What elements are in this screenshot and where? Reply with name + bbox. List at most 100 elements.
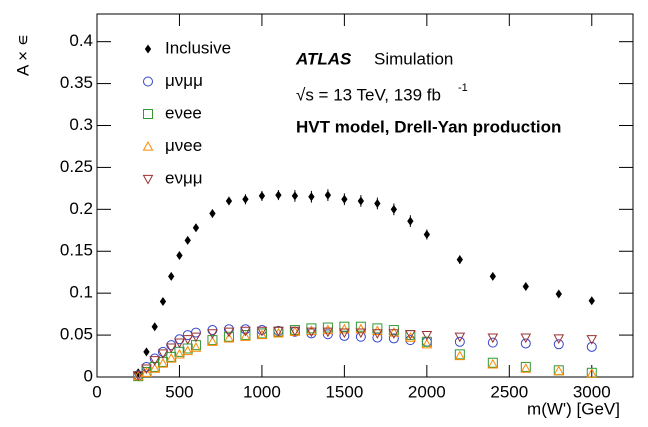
marker: [256, 329, 268, 340]
marker: [454, 350, 466, 361]
marker: [405, 330, 416, 340]
marker: [357, 196, 365, 206]
marker: [421, 338, 433, 349]
marker: [388, 333, 399, 344]
marker: [372, 325, 383, 335]
marker: [454, 332, 466, 343]
legend-marker: [142, 140, 154, 151]
y-axis-label: A × ∊: [13, 34, 32, 76]
model-label: HVT model, Drell-Yan production: [296, 117, 561, 136]
marker: [339, 321, 350, 332]
legend-label: Inclusive: [165, 38, 231, 57]
marker: [520, 333, 532, 344]
marker: [390, 204, 398, 214]
marker: [421, 330, 433, 341]
marker: [182, 345, 194, 356]
marker: [306, 327, 317, 338]
legend-label: μνee: [165, 136, 202, 155]
marker: [341, 194, 348, 204]
x-tick-label: 3000: [573, 382, 611, 401]
marker: [141, 364, 152, 375]
marker: [522, 281, 529, 291]
marker: [421, 336, 432, 347]
plot-frame: [96, 13, 634, 378]
marker: [149, 353, 160, 364]
atlas-label: ATLAS: [295, 49, 352, 68]
marker: [223, 332, 235, 343]
marker: [240, 330, 251, 341]
marker: [487, 337, 498, 348]
marker: [454, 349, 465, 360]
marker: [372, 323, 383, 334]
legend-marker: [142, 174, 154, 185]
marker: [176, 250, 183, 260]
marker: [553, 339, 564, 350]
marker: [207, 336, 218, 346]
marker: [372, 329, 383, 339]
x-tick-label: 500: [165, 382, 193, 401]
marker: [273, 327, 284, 338]
marker: [258, 191, 266, 201]
marker: [489, 271, 496, 281]
marker: [487, 333, 499, 344]
y-tick-label: 0.35: [60, 73, 93, 92]
marker: [405, 332, 416, 342]
marker: [555, 289, 562, 299]
marker: [143, 347, 150, 357]
y-tick-label: 0.1: [69, 283, 93, 302]
marker: [207, 329, 218, 339]
marker: [306, 325, 317, 335]
marker: [407, 216, 414, 226]
x-tick-label: 2500: [490, 382, 528, 401]
marker: [308, 192, 315, 202]
x-tick-label: 1500: [325, 382, 363, 401]
energy-label: √s = 13 TeV, 139 fb: [296, 85, 441, 104]
marker: [209, 209, 216, 219]
x-tick-label: 1000: [243, 382, 281, 401]
y-tick-label: 0.25: [60, 157, 93, 176]
marker: [355, 321, 366, 332]
marker: [242, 194, 249, 204]
marker: [405, 335, 416, 346]
x-axis-label: m(W') [GeV]: [527, 399, 620, 418]
marker: [339, 328, 350, 339]
x-tick-label: 0: [92, 382, 101, 401]
marker: [141, 367, 152, 377]
marker: [223, 331, 234, 342]
marker: [586, 341, 597, 352]
marker: [240, 324, 251, 335]
legend-label: μνμμ: [165, 71, 203, 90]
y-tick-label: 0: [84, 366, 93, 385]
marker: [157, 358, 169, 368]
marker: [166, 340, 177, 351]
marker: [240, 326, 251, 337]
marker: [487, 358, 499, 369]
marker: [174, 338, 185, 349]
y-tick-label: 0.3: [69, 115, 93, 134]
marker: [192, 223, 200, 233]
simulation-label: Simulation: [374, 49, 453, 68]
marker: [289, 326, 301, 337]
marker: [225, 196, 233, 206]
marker: [322, 327, 334, 338]
marker: [487, 357, 498, 368]
marker: [454, 336, 465, 347]
marker: [165, 353, 177, 363]
legend-marker: [144, 44, 152, 54]
marker: [207, 335, 218, 346]
marker: [553, 365, 565, 376]
marker: [586, 335, 598, 345]
marker: [388, 327, 400, 337]
marker: [190, 342, 202, 352]
marker: [456, 255, 463, 265]
marker: [388, 329, 400, 339]
marker: [324, 190, 332, 200]
energy-superscript: -1: [458, 82, 468, 94]
marker: [165, 343, 177, 354]
marker: [374, 198, 381, 208]
legend-label: eνμμ: [165, 168, 203, 187]
marker: [184, 235, 191, 245]
y-tick-label: 0.05: [60, 325, 93, 344]
marker: [423, 229, 430, 239]
